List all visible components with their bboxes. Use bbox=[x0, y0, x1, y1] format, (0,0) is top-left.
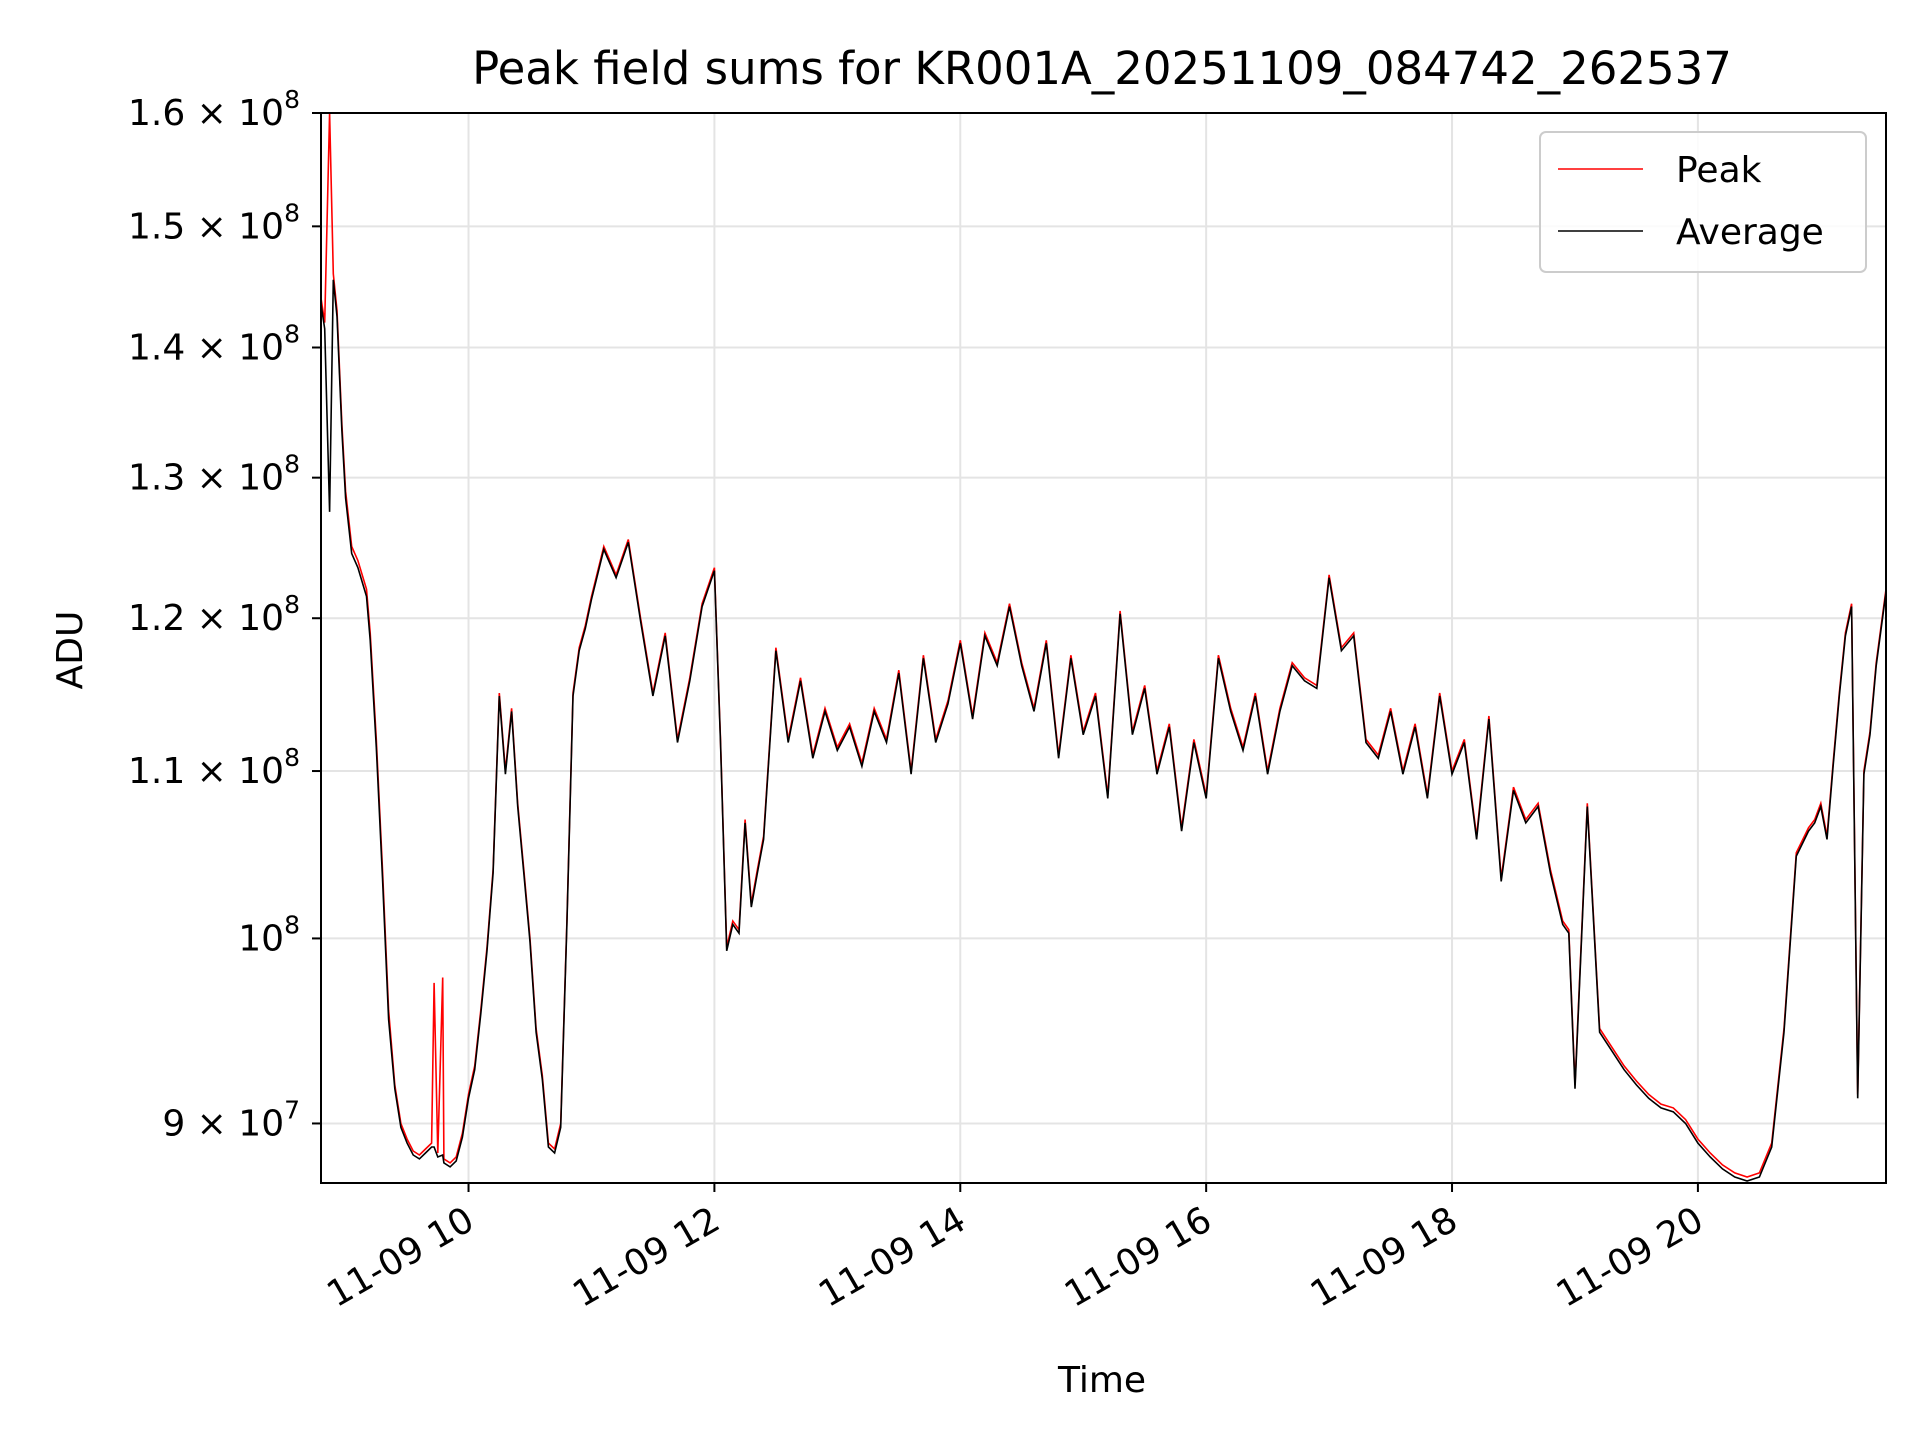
legend-label-average: Average bbox=[1676, 212, 1824, 253]
y-tick-label: 1.5 × 108 bbox=[128, 198, 300, 247]
legend-label-peak: Peak bbox=[1676, 150, 1762, 191]
x-axis-label: Time bbox=[1057, 1360, 1146, 1401]
series-line-average bbox=[321, 279, 1886, 1182]
y-tick-label: 1.6 × 108 bbox=[128, 85, 300, 134]
plot-area bbox=[321, 113, 1886, 1182]
legend-box bbox=[1539, 131, 1867, 273]
chart-title: Peak field sums for KR001A_20251109_0847… bbox=[472, 42, 1732, 95]
legend: Peak Average bbox=[1539, 131, 1867, 273]
y-tick-label: 108 bbox=[238, 910, 300, 959]
y-axis-label: ADU bbox=[50, 611, 91, 690]
y-axis-ticks: 9 × 107 108 1.1 × 108 1.2 × 108 1.3 × 108 1.4… bbox=[128, 85, 321, 1144]
y-tick-label: 9 × 107 bbox=[162, 1095, 300, 1144]
y-tick-label: 1.4 × 108 bbox=[128, 320, 300, 369]
y-tick-label: 1.1 × 108 bbox=[128, 743, 300, 792]
y-tick-label: 1.3 × 108 bbox=[128, 450, 300, 499]
y-tick-label: 1.2 × 108 bbox=[128, 590, 300, 639]
plot-frame bbox=[320, 112, 1887, 1184]
